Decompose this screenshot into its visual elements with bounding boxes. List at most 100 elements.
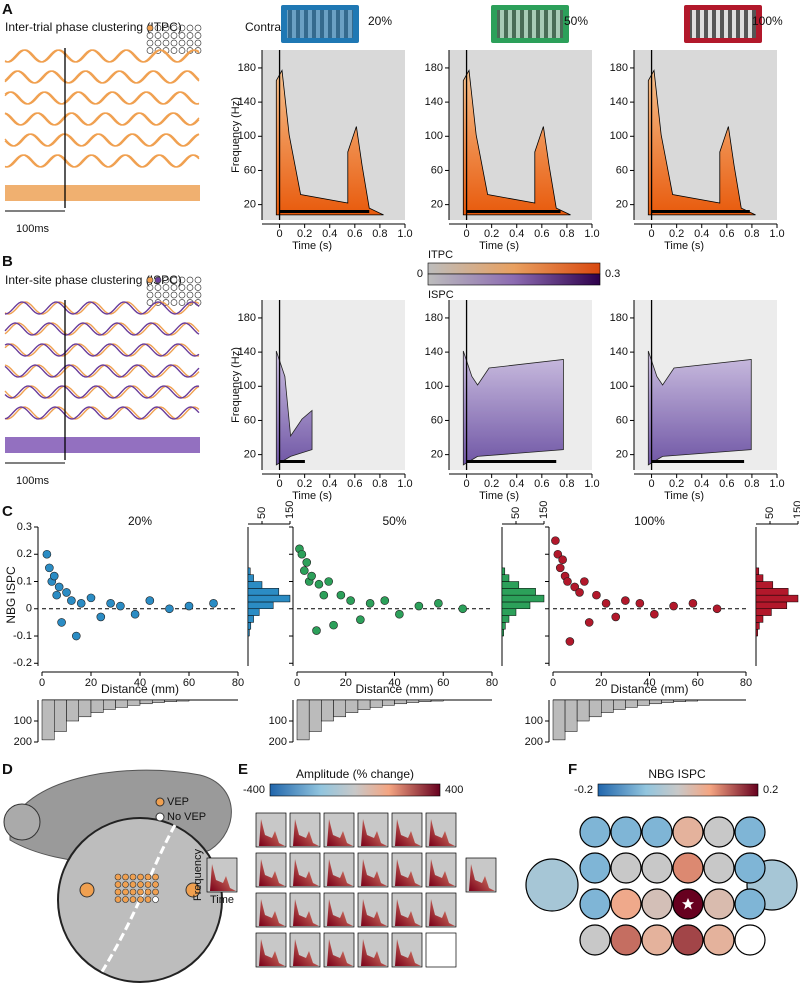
y-tick-label: 140 (238, 96, 256, 108)
hist-bar (139, 699, 153, 705)
waveform (4, 91, 200, 105)
hist-bar (661, 699, 674, 703)
hist-bar (501, 567, 506, 575)
scatter-point (300, 566, 309, 575)
electrode (641, 816, 673, 848)
hist-tick-label: 150 (284, 501, 296, 519)
electrode (734, 888, 766, 920)
x-tick-label: 40 (388, 677, 400, 689)
waveform (4, 406, 200, 420)
waveform (4, 385, 200, 399)
scatter-point (650, 609, 659, 619)
mini-blob (469, 864, 495, 891)
y-tick-label: 60 (244, 164, 256, 176)
scale-bar-label: 100ms (16, 475, 50, 487)
electrode-dot (154, 32, 162, 39)
electrode (579, 888, 611, 920)
hist-bar (430, 699, 444, 702)
x-axis-label: Time (s) (664, 490, 704, 502)
x-tick-label: 1.0 (769, 228, 784, 240)
x-tick-label: 0 (463, 228, 469, 240)
mini-blob (361, 859, 387, 886)
electrode-dot (186, 39, 194, 47)
hist-bar (685, 699, 698, 702)
scale-bar-label: 100ms (16, 223, 50, 235)
scatter-point (72, 631, 81, 641)
hist-bar (564, 699, 578, 732)
scatter-point (611, 612, 621, 622)
colorbar-title: NBG ISPC (648, 767, 706, 781)
x-tick-label: 0 (648, 228, 654, 240)
hist-bar (649, 699, 662, 705)
hist-bar (601, 699, 614, 713)
hist-tick-label: 100 (269, 715, 287, 727)
electrode-dot (146, 32, 154, 39)
mini-blob (293, 859, 319, 886)
electrode (672, 852, 704, 884)
scatter-point (712, 604, 722, 614)
axis-label: Frequency (192, 849, 204, 901)
itpc-blob (647, 69, 756, 216)
hist-bar (382, 699, 395, 706)
hist-bar (755, 622, 760, 630)
x-axis-label: Time (s) (292, 490, 332, 502)
scatter-point (558, 555, 567, 565)
contrast-value: 50% (564, 14, 588, 28)
y-tick-label: 180 (425, 62, 443, 74)
x-tick-label: 0.8 (559, 478, 574, 490)
x-tick-label: 0.6 (534, 228, 549, 240)
panel-title: 20% (128, 514, 152, 528)
mini-blob (293, 939, 319, 966)
electrode (129, 896, 137, 903)
x-tick-label: 0.8 (372, 228, 387, 240)
y-tick-label: 180 (238, 62, 256, 74)
hist-bar (115, 699, 128, 708)
hist-tick-label: 150 (538, 501, 550, 519)
y-tick-label: 100 (425, 130, 443, 142)
scatter-point (45, 563, 54, 573)
electrode-dot (170, 39, 178, 47)
legend-dot (155, 797, 165, 807)
hist-bar (321, 699, 334, 722)
electrode-dot (162, 24, 170, 32)
y-tick-label: 60 (431, 164, 443, 176)
waveform (4, 154, 200, 168)
legend-label: VEP (167, 796, 189, 808)
scatter-point (635, 599, 645, 608)
hist-bar (247, 601, 274, 610)
y-tick-label: 0.2 (17, 548, 32, 560)
mini-spectrogram (425, 932, 457, 968)
panel-title: Inter-site phase clustering (ISPC) (5, 273, 182, 287)
electrode (144, 896, 152, 903)
colorbar-tick-label: 0 (417, 268, 423, 280)
hist-bar (369, 699, 383, 708)
hist-bar (501, 608, 517, 616)
electrode (703, 852, 735, 884)
electrode (579, 924, 611, 956)
waveform (4, 301, 200, 315)
scatter-point (86, 593, 96, 603)
electrode (122, 881, 129, 888)
hist-bar (501, 601, 531, 610)
waveforms (4, 24, 202, 212)
y-tick-label: 180 (610, 62, 628, 74)
scatter-point (601, 599, 611, 608)
scatter-point (434, 599, 443, 608)
electrode-dot (178, 276, 186, 284)
x-tick-label: 80 (486, 677, 498, 689)
y-tick-label: 20 (431, 449, 443, 461)
hist-tick-label: 150 (792, 501, 800, 519)
hist-tick-label: 50 (256, 507, 268, 519)
x-tick-label: 0.4 (322, 228, 337, 240)
electrode-dot (194, 276, 202, 284)
electrode-dot (154, 39, 162, 47)
x-tick-label: 0.6 (719, 478, 734, 490)
electrode (610, 924, 642, 956)
y-tick-label: 140 (610, 96, 628, 108)
waveform (4, 343, 199, 357)
hist-bar (588, 699, 602, 718)
electrode (144, 881, 152, 888)
electrode (579, 852, 611, 884)
x-tick-label: 0.4 (322, 478, 337, 490)
mini-blob (327, 819, 353, 846)
